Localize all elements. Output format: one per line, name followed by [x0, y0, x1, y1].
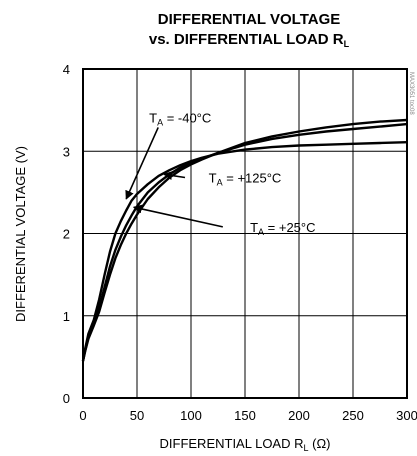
x-tick-label: 150 — [234, 408, 256, 423]
y-tick-label: 3 — [63, 144, 70, 159]
watermark-label: MAX3051 toc08 — [408, 72, 414, 115]
x-tick-label: 50 — [130, 408, 144, 423]
annotation-arrow — [163, 171, 186, 180]
tick-labels: 0 50 100 150 200 250 300 0 1 2 3 4 — [63, 62, 417, 423]
plot-frame — [82, 68, 408, 399]
chart-title-line2-prefix: vs. DIFFERENTIAL LOAD R — [149, 31, 344, 48]
y-axis-label: DIFFERENTIAL VOLTAGE (V) — [13, 146, 28, 322]
grid — [83, 69, 407, 398]
series-label: TA = -40°C — [149, 110, 211, 127]
annotation-arrow — [132, 204, 223, 228]
y-tick-label: 4 — [63, 62, 70, 77]
series-line — [81, 141, 408, 362]
x-tick-label: 200 — [288, 408, 310, 423]
series-label: TA = +25°C — [250, 220, 315, 237]
y-tick-label: 2 — [63, 227, 70, 242]
x-tick-label: 0 — [79, 408, 86, 423]
y-tick-label: 1 — [63, 309, 70, 324]
y-tick-label: 0 — [63, 391, 70, 406]
chart-title-line1: DIFFERENTIAL VOLTAGE — [158, 11, 341, 28]
annotation-arrow — [125, 127, 159, 200]
series-label: TA = +125°C — [209, 171, 282, 188]
x-tick-label: 250 — [342, 408, 364, 423]
x-axis-label-sub: L — [303, 443, 308, 453]
chart-title-line2: vs. DIFFERENTIAL LOAD RL — [149, 31, 350, 49]
x-axis-label-suffix: (Ω) — [309, 436, 331, 451]
chart-title-line2-sub: L — [344, 39, 350, 49]
x-tick-label: 300 — [396, 408, 417, 423]
x-axis-label: DIFFERENTIAL LOAD RL (Ω) — [160, 436, 331, 453]
series-line — [81, 118, 408, 362]
annotations: TA = -40°C TA = +125°C TA = +25°C — [125, 110, 316, 237]
x-tick-label: 100 — [180, 408, 202, 423]
x-axis-label-prefix: DIFFERENTIAL LOAD R — [160, 436, 304, 451]
series-lines — [81, 118, 408, 362]
